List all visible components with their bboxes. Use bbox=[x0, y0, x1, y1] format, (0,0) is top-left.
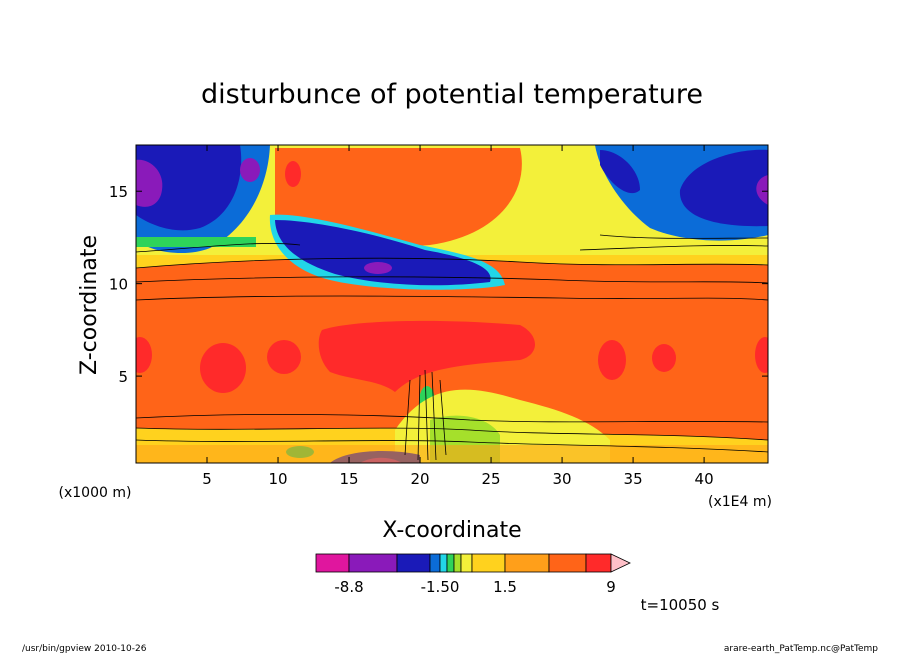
time-label: t=10050 s bbox=[641, 596, 720, 614]
y-tick-label: 10 bbox=[109, 276, 128, 294]
hot-blob-edge-left bbox=[136, 337, 152, 373]
hot-blob-mid bbox=[267, 340, 301, 374]
colorbar-bin bbox=[471, 553, 506, 573]
x-tick-label: 10 bbox=[268, 470, 287, 488]
colorbar-bin bbox=[446, 553, 455, 573]
colorbar-tick-label: 9 bbox=[606, 578, 616, 596]
colorbar-tick-label: -8.8 bbox=[334, 578, 363, 596]
hot-core bbox=[318, 320, 535, 392]
x-unit-label: (x1E4 m) bbox=[708, 494, 772, 510]
x-tick-label: 30 bbox=[553, 470, 572, 488]
cold-tongue bbox=[275, 220, 491, 286]
colorbar-bin bbox=[315, 553, 350, 573]
very-cold-right-2 bbox=[600, 150, 640, 194]
footer-right: arare-earth_PatTemp.nc@PatTemp bbox=[724, 644, 878, 654]
contour-lines bbox=[136, 234, 768, 461]
very-cold-right bbox=[679, 149, 768, 227]
colorbar-bin bbox=[585, 553, 612, 573]
cold-tongue-core bbox=[364, 262, 392, 274]
x-tick-label: 40 bbox=[695, 470, 714, 488]
x-tick-label: 25 bbox=[482, 470, 501, 488]
x-tick-label: 20 bbox=[410, 470, 429, 488]
colorbar-bin bbox=[504, 553, 550, 573]
hot-blob-right-1 bbox=[598, 340, 626, 380]
chart-title: disturbunce of potential temperature bbox=[201, 79, 703, 110]
colorbar-arrow bbox=[610, 553, 631, 573]
colorbar-bin bbox=[460, 553, 473, 573]
colorbar-labels: -8.8 -1.50 1.5 9 bbox=[334, 578, 615, 596]
colorbar-bin bbox=[453, 553, 462, 573]
y-tick-label: 15 bbox=[109, 183, 128, 201]
x-tick-label: 35 bbox=[624, 470, 643, 488]
colorbar bbox=[315, 553, 631, 573]
coldest-right bbox=[756, 175, 768, 205]
colorbar-bin bbox=[429, 553, 441, 573]
upper-warm-blob bbox=[275, 148, 522, 246]
x-tick-label: 15 bbox=[339, 470, 358, 488]
hot-spot-upper bbox=[285, 161, 301, 187]
y-axis-ticks: 5 10 15 bbox=[109, 183, 768, 386]
very-cold-left bbox=[136, 145, 242, 231]
x-tick-label: 5 bbox=[202, 470, 212, 488]
colorbar-tick-label: 1.5 bbox=[493, 578, 517, 596]
coldest-spot-top bbox=[240, 158, 260, 182]
x-axis-label: X-coordinate bbox=[382, 518, 521, 543]
y-tick-label: 5 bbox=[118, 368, 128, 386]
colorbar-tick-label: -1.50 bbox=[421, 578, 460, 596]
coldest-left bbox=[136, 159, 163, 207]
y-axis-label: Z-coordinate bbox=[77, 235, 102, 375]
hot-blob-left bbox=[200, 343, 246, 393]
y-unit-label: (x1000 m) bbox=[59, 485, 132, 501]
hot-blob-right-2 bbox=[652, 344, 676, 372]
footer-left: /usr/bin/gpview 2010-10-26 bbox=[22, 644, 147, 654]
colorbar-bin bbox=[396, 553, 431, 573]
colorbar-bin bbox=[548, 553, 587, 573]
green-band-left bbox=[136, 237, 256, 247]
colorbar-bin bbox=[348, 553, 398, 573]
hot-blob-edge-right bbox=[755, 337, 768, 373]
colorbar-bin bbox=[439, 553, 448, 573]
surface-lowest bbox=[136, 445, 768, 463]
plot-frame bbox=[135, 144, 769, 464]
contour-field bbox=[136, 145, 768, 463]
x-axis-ticks: 5 10 15 20 25 30 35 40 bbox=[202, 145, 714, 488]
